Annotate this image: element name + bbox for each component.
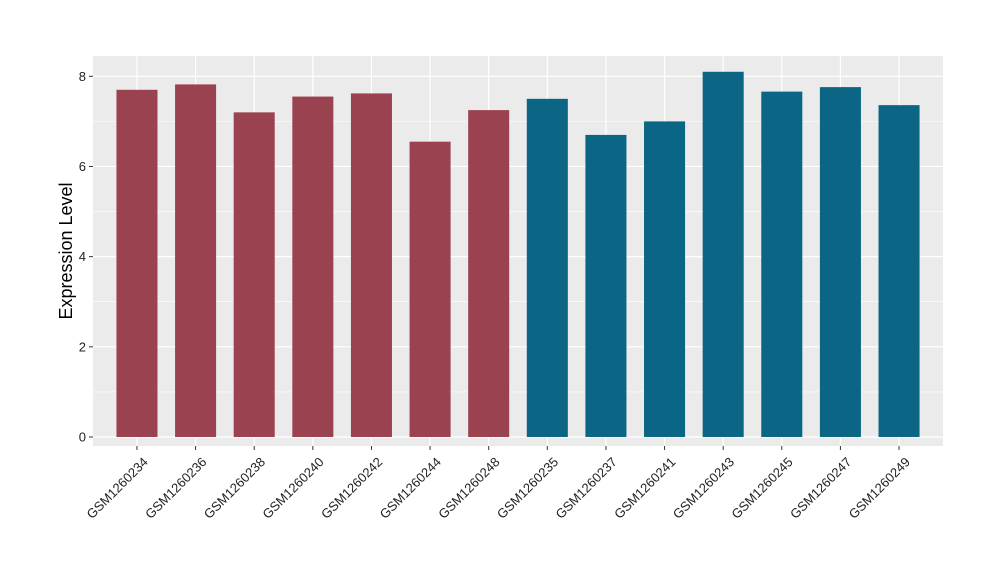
bar-GSM1260235 — [526, 98, 568, 437]
x-tick-label: GSM1260237 — [552, 454, 619, 521]
bar-GSM1260249 — [878, 105, 920, 437]
bar-GSM1260243 — [702, 71, 744, 437]
y-tick-label: 8 — [79, 69, 86, 84]
bars — [116, 71, 920, 437]
y-tick-label: 0 — [79, 429, 86, 444]
bar-GSM1260247 — [819, 87, 861, 437]
y-axis: 0 2 4 6 8 — [79, 69, 93, 444]
x-tick-label: GSM1260248 — [435, 454, 502, 521]
x-tick-label: GSM1260241 — [611, 454, 678, 521]
x-tick-label: GSM1260234 — [84, 454, 151, 521]
y-tick-label: 2 — [79, 339, 86, 354]
x-tick-label: GSM1260244 — [377, 454, 444, 521]
bar-GSM1260248 — [468, 110, 510, 437]
bar-GSM1260241 — [644, 121, 686, 437]
bar-GSM1260244 — [409, 141, 451, 437]
bar-GSM1260237 — [585, 134, 627, 437]
bar-GSM1260242 — [350, 93, 392, 437]
plot-panel — [93, 56, 943, 446]
x-tick-label: GSM1260236 — [142, 454, 209, 521]
bar-GSM1260234 — [116, 89, 158, 437]
bar-GSM1260236 — [175, 84, 217, 437]
x-tick-label: GSM1260247 — [787, 454, 854, 521]
y-axis-title: Expression Level — [56, 182, 76, 319]
bar-GSM1260240 — [292, 96, 334, 437]
x-tick-label: GSM1260243 — [670, 454, 737, 521]
x-tick-label: GSM1260242 — [318, 454, 385, 521]
bar-GSM1260245 — [761, 91, 803, 437]
bar-GSM1260238 — [233, 112, 275, 437]
x-tick-label: GSM1260238 — [201, 454, 268, 521]
y-tick-label: 6 — [79, 159, 86, 174]
y-tick-label: 4 — [79, 249, 86, 264]
x-axis: GSM1260234GSM1260236GSM1260238GSM1260240… — [84, 446, 913, 522]
x-tick-label: GSM1260249 — [846, 454, 913, 521]
x-tick-label: GSM1260235 — [494, 454, 561, 521]
x-tick-label: GSM1260240 — [259, 454, 326, 521]
x-tick-label: GSM1260245 — [728, 454, 795, 521]
